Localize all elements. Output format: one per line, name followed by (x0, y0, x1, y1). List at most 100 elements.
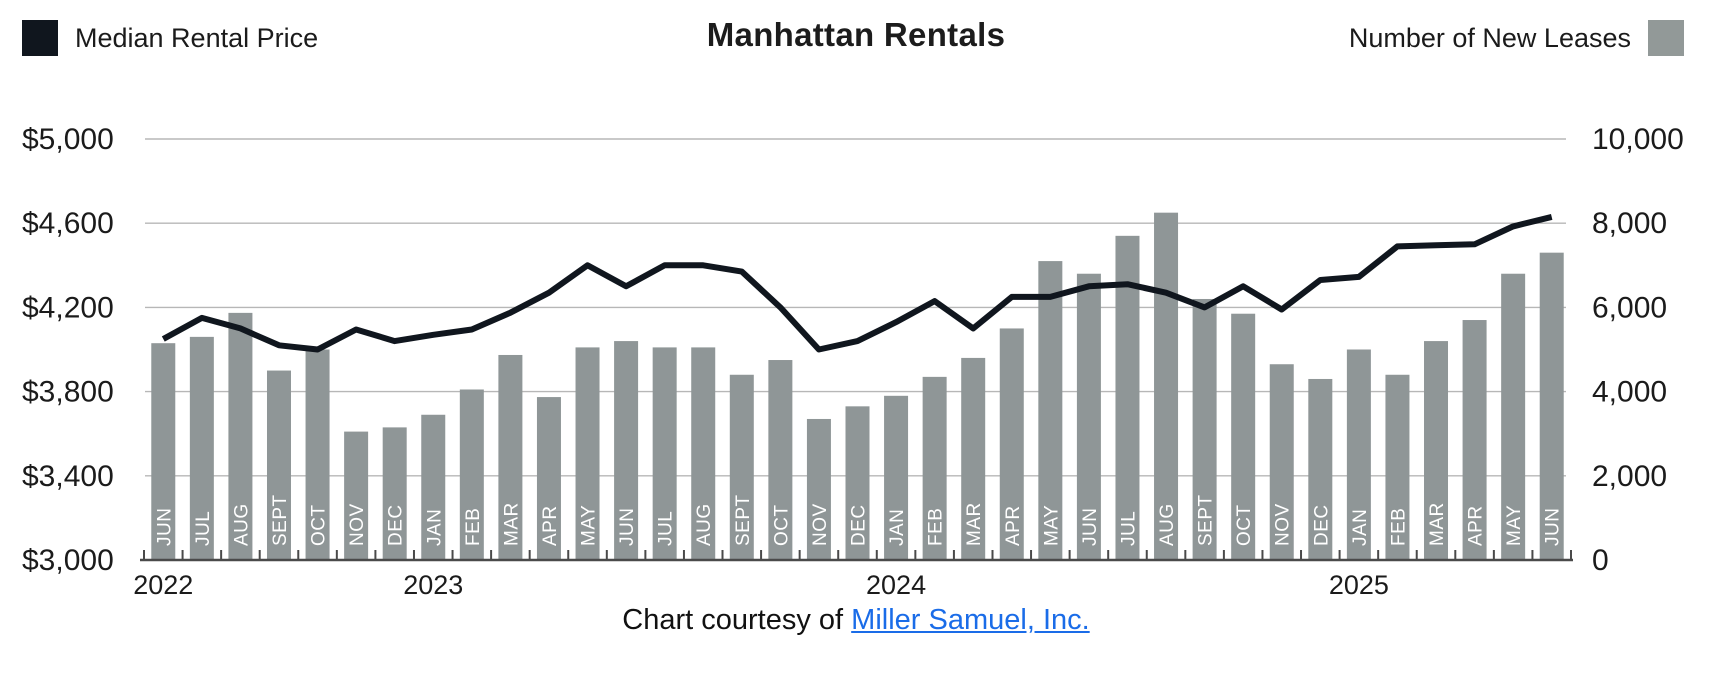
month-label: MAR (964, 502, 985, 546)
bar-new-leases (1462, 320, 1487, 560)
left-axis-label: $4,200 (22, 291, 114, 324)
month-label: JUL (656, 511, 677, 546)
month-label: OCT (1234, 504, 1255, 546)
right-axis-label: 0 (1592, 544, 1609, 577)
bar-new-leases (382, 427, 407, 560)
bar-new-leases (1076, 273, 1101, 560)
bar-new-leases (228, 312, 253, 560)
year-label: 2023 (403, 570, 463, 600)
month-label: OCT (771, 504, 792, 546)
bar-new-leases (266, 370, 291, 560)
month-label: SEPT (733, 494, 754, 546)
median-price-line (161, 213, 1553, 353)
bar-new-leases (999, 328, 1024, 560)
month-label: APR (540, 505, 561, 546)
month-label: APR (1003, 505, 1024, 546)
bar-new-leases (498, 354, 523, 560)
month-label: DEC (386, 504, 407, 546)
attribution-prefix: Chart courtesy of (622, 604, 852, 636)
bar-new-leases (575, 347, 600, 560)
bar-new-leases (961, 357, 986, 560)
month-label: MAR (1427, 502, 1448, 546)
bar-new-leases (1539, 252, 1564, 561)
bar-new-leases (691, 347, 716, 560)
month-label: AUG (694, 503, 715, 546)
bar-new-leases (884, 395, 909, 560)
median-rental-price-swatch (22, 20, 58, 56)
left-axis-label: $3,400 (22, 460, 114, 493)
month-label: JUL (193, 511, 214, 546)
right-axis-label: 6,000 (1592, 291, 1667, 324)
right-axis-label: 4,000 (1592, 376, 1667, 409)
bar-new-leases (1115, 235, 1140, 560)
month-label: FEB (1388, 508, 1409, 546)
legend-number-of-new-leases-label: Number of New Leases (1348, 22, 1631, 53)
legend-median-rental-price-label: Median Rental Price (75, 22, 319, 53)
month-label: SEPT (270, 494, 291, 546)
right-axis-label: 10,000 (1592, 123, 1684, 156)
month-label: DEC (1311, 504, 1332, 546)
bar-new-leases (1038, 261, 1063, 560)
month-label: MAY (1504, 505, 1525, 546)
month-label: JUN (154, 508, 175, 546)
month-label: JAN (1350, 509, 1371, 546)
right-axis-label: 8,000 (1592, 207, 1667, 240)
bar-new-leases (305, 349, 330, 560)
month-label: AUG (231, 503, 252, 546)
bar-new-leases (768, 360, 793, 560)
year-label: 2024 (866, 570, 926, 600)
chart-title: Manhattan Rentals (706, 16, 1006, 53)
bar-new-leases (1231, 313, 1256, 560)
legend-median-rental-price: Median Rental Price (22, 20, 318, 56)
month-label: JUN (617, 508, 638, 546)
month-label: JUN (1543, 508, 1564, 546)
bar-new-leases (1424, 341, 1449, 560)
bar-new-leases (922, 376, 947, 560)
bar-new-leases (459, 389, 484, 560)
month-label: NOV (1273, 503, 1294, 546)
left-axis-label: $4,600 (22, 207, 114, 240)
month-label: NOV (810, 503, 831, 546)
bar-new-leases (421, 414, 446, 560)
month-label: MAR (501, 502, 522, 546)
attribution-line: Chart courtesy of Miller Samuel, Inc. (0, 604, 1712, 637)
month-label: FEB (463, 508, 484, 546)
month-label: JAN (887, 509, 908, 546)
bar-new-leases (1346, 349, 1371, 560)
bar-new-leases (1385, 374, 1410, 560)
legend-number-of-new-leases: Number of New Leases (1349, 20, 1684, 56)
month-label: FEB (926, 508, 947, 546)
left-axis-label: $3,800 (22, 376, 114, 409)
number-of-new-leases-swatch (1648, 20, 1684, 56)
bar-new-leases (845, 406, 870, 560)
bar-new-leases (652, 347, 677, 560)
bar-new-leases (1501, 273, 1526, 560)
month-label: MAY (1041, 505, 1062, 546)
bar-new-leases (1154, 212, 1179, 561)
bar-new-leases (1192, 298, 1217, 560)
bar-new-leases (614, 341, 639, 560)
left-axis-label: $3,000 (22, 544, 114, 577)
month-label: SEPT (1196, 494, 1217, 546)
month-label: JUL (1118, 511, 1139, 546)
month-label: JAN (424, 509, 445, 546)
bar-new-leases (1308, 378, 1333, 560)
bar-new-leases (151, 343, 176, 560)
bar-new-leases (536, 397, 561, 560)
year-label: 2022 (133, 570, 193, 600)
month-label: NOV (347, 503, 368, 546)
bar-new-leases (729, 374, 754, 560)
month-label: APR (1466, 505, 1487, 546)
miller-samuel-link[interactable]: Miller Samuel, Inc. (851, 604, 1090, 636)
month-label: OCT (309, 504, 330, 546)
bar-new-leases (1269, 364, 1294, 560)
bar-new-leases (344, 431, 369, 560)
bar-new-leases (806, 418, 831, 560)
month-label: JUN (1080, 508, 1101, 546)
left-axis-label: $5,000 (22, 123, 114, 156)
year-label: 2025 (1329, 570, 1389, 600)
month-label: DEC (849, 504, 870, 546)
right-axis-label: 2,000 (1592, 460, 1667, 493)
